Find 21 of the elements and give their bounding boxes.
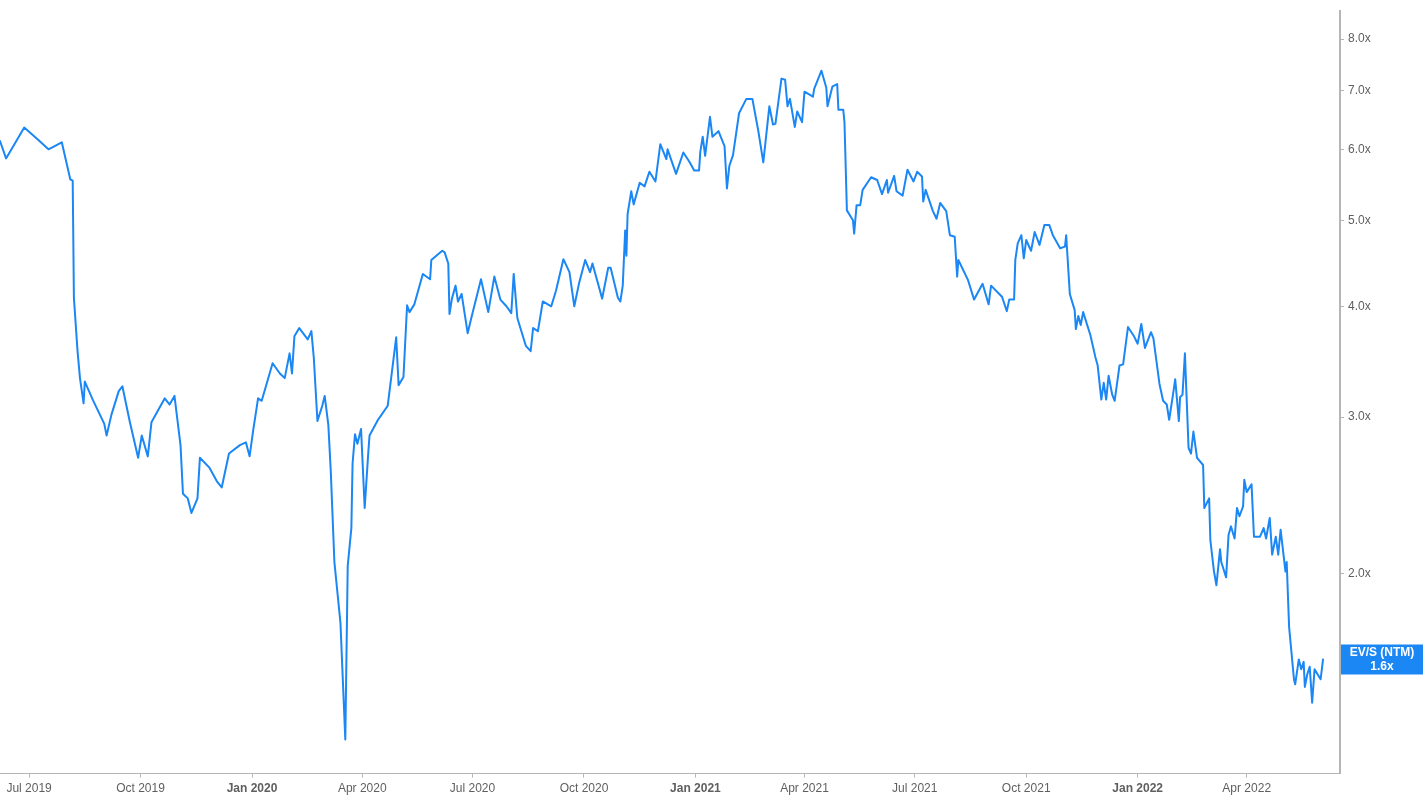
y-tick-label: 3.0x	[1348, 409, 1371, 424]
x-tick-label: Oct 2019	[116, 781, 166, 796]
x-tick-label: Apr 2022	[1222, 781, 1272, 796]
x-tick-label: Jul 2019	[6, 781, 53, 796]
y-tick-label: 7.0x	[1348, 82, 1371, 97]
x-tick-label: Oct 2020	[559, 781, 609, 796]
x-tick-label: Jul 2021	[892, 781, 938, 796]
x-tick-label: Jan 2021	[670, 781, 722, 796]
y-tick-label: 4.0x	[1348, 298, 1371, 313]
y-tick-label: 2.0x	[1348, 565, 1371, 580]
y-tick-label: 5.0x	[1348, 212, 1371, 227]
x-tick-label: Jan 2022	[1112, 781, 1164, 796]
y-tick-label: 8.0x	[1348, 31, 1371, 46]
x-tick-label: Apr 2021	[780, 781, 830, 796]
x-tick-label: Jul 2020	[449, 781, 496, 796]
text: EV/S (NTM)	[1349, 644, 1415, 659]
x-tick-label: Apr 2020	[337, 781, 387, 796]
x-tick-label: Oct 2021	[1001, 781, 1051, 796]
y-tick-label: 6.0x	[1348, 142, 1371, 157]
text: 1.6x	[1370, 658, 1394, 673]
x-tick-label: Jan 2020	[226, 781, 278, 796]
